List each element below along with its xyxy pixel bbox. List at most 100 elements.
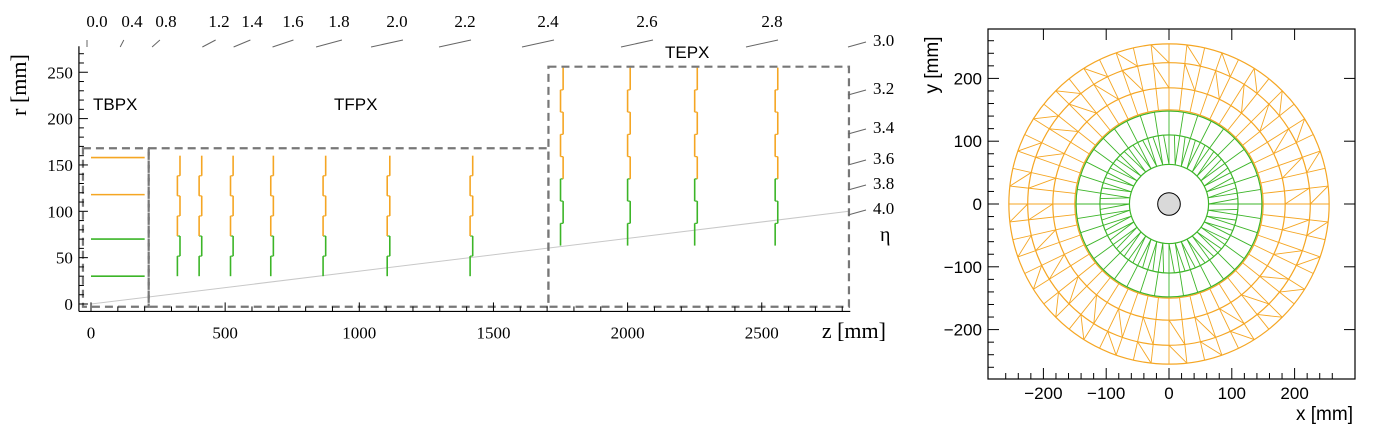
inner-modules-skew-edge [1191,235,1215,257]
tepx-modules-edge [1055,90,1103,138]
eta-right-tick [847,41,867,48]
eta-right-tick [847,159,867,166]
tepx-modules-mid-edge [1049,128,1079,133]
tepx-modules-edge [1115,292,1139,356]
eta-top-tick [315,39,343,48]
inner-modules-skew-edge [1196,231,1222,250]
region-box-tepx [547,65,851,308]
tepx-modules-edge [1068,277,1111,330]
tepx-modules-mid-edge [1240,84,1245,114]
tepx-modules-outer-edge [1221,52,1231,77]
tepx-modules-edge [1132,47,1149,113]
inner-modules-skew-edge [1142,239,1152,268]
eta-top-tick [272,39,294,48]
tepx-modules-mid-edge [1259,275,1289,280]
tepx-modules-outer-edge [1107,331,1117,356]
inner-modules-edge [1126,239,1152,288]
eta-right-label: 3.4 [873,118,895,137]
tepx-modules-outer-edge [1150,44,1170,64]
inner-modules-skew-edge [1208,208,1238,211]
inner-modules-skew-edge [1100,197,1130,200]
rz-y-axis-label: r [mm] [6,54,31,116]
inner-modules-edge [1080,174,1132,193]
tepx-modules-outer-edge [1306,221,1329,236]
tepx-modules-edge [1099,288,1129,349]
eta-top-label: 1.4 [241,12,263,31]
inner-modules-edge [1093,149,1138,182]
rz-axes: 0 500 1000 1500 2000 2500 0 50 100 150 200 250 [47,46,851,342]
inner-modules-edge [1154,112,1164,165]
tepx-modules-edge [1083,68,1120,125]
inner-modules-skew [1100,135,1238,273]
tepx-modules-edge [1257,234,1321,258]
eta-top-label: 0.0 [86,12,107,31]
tepx-modules-edge [1083,283,1120,340]
inner-modules-skew-edge [1204,221,1233,231]
tepx-modules-outer-edge [1032,265,1043,290]
tepx-modules-outer [1009,44,1329,364]
inner-modules-skew-edge [1173,135,1176,165]
eta-top-tick [620,39,654,48]
rz-y-tick-label: 100 [47,202,73,221]
eta-right-tick [847,128,867,135]
tepx-modules-edge [1242,103,1295,146]
rz-x-axis-label: z [mm] [822,318,886,343]
inner-modules-edge [1208,189,1261,199]
inner-modules-skew-edge [1208,198,1238,205]
eta-top-label: 0.4 [121,12,143,31]
tepx-modules-edge [1260,167,1326,184]
inner-modules-edge [1186,239,1212,288]
tepx-modules-outer-edge [1253,68,1258,94]
tepx-modules-mid [1028,63,1310,345]
tfpx-disk-1 [176,155,181,277]
eta-top-label: 1.8 [328,12,349,31]
tepx-modules-outer-edge [1168,344,1188,364]
inner-modules-edge [1139,241,1158,293]
rz-y-tick-label: 150 [47,156,73,175]
inner-modules-skew-edge [1152,241,1158,272]
tepx-modules-outer-edge [1186,44,1201,67]
xy-x-tick-label: 0 [1164,384,1173,403]
inner-modules-edge [1208,209,1261,219]
tepx-modules-edge [1009,214,1076,223]
inner-modules-edge [1206,215,1258,234]
inner-modules-skew-edge [1101,209,1131,221]
tepx-modules-mid-edge [1259,103,1270,132]
tepx-modules-edge [1253,134,1314,164]
inner-modules-skew-edge [1180,136,1186,167]
tepx-modules-mid-edge [1118,308,1123,338]
inner-modules-skew-edge [1186,238,1206,264]
inner-modules-skew-edge [1200,158,1222,182]
inner-modules-skew-edge [1200,226,1229,241]
xy-axes: −200 −200 −100 −100 0 0 100 100 200 200 [944,28,1356,403]
tepx-modules-mid-edge [1142,317,1154,345]
xy-x-tick-label: −100 [1087,384,1125,403]
inner-modules-skew-edge [1116,226,1138,250]
tepx-modules-edge [1227,78,1270,131]
inner-modules-edge [1102,137,1142,177]
rz-y-tick-label: 250 [47,63,73,82]
tepx-modules-edge [1068,78,1111,131]
inner-modules-skew-edge [1132,144,1152,170]
tfpx-disk-3 [229,155,234,277]
tepx-modules-outer-edge [1295,118,1306,143]
inner-modules-skew-edge [1109,167,1138,182]
tepx-modules-mid-edge [1093,294,1098,324]
tepx-modules-edge [1253,244,1314,274]
tepx-modules-outer-edge [1017,235,1032,258]
tepx-modules-edge [1218,68,1255,125]
tepx-modules-edge [1235,270,1283,318]
inner-modules-skew-edge [1174,242,1186,272]
tepx-modules-mid-edge [1068,103,1097,114]
inner-modules-skew-edge [1207,187,1237,199]
tepx-disk-4 [774,67,779,246]
inner-modules-edge [1080,215,1132,234]
tepx-modules-outer-edge [1055,292,1059,318]
tepx-modules-edge [1179,297,1188,364]
tepx-modules-outer-edge [1033,115,1059,120]
inner-modules-edge [1196,231,1236,271]
tepx-modules-edge [1012,224,1078,241]
eta-top-label: 2.4 [537,12,559,31]
tepx-modules-edge [1227,277,1270,330]
inner-modules-skew-edge [1168,243,1175,273]
